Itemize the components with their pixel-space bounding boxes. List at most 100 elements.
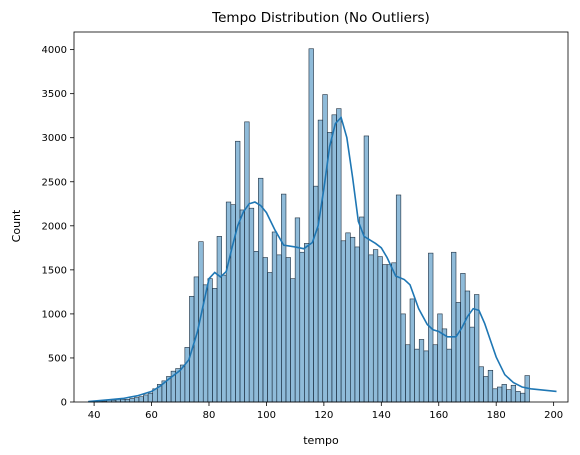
histogram-bar bbox=[483, 376, 489, 403]
histogram-bar bbox=[359, 216, 365, 403]
y-tick-label: 3500 bbox=[42, 89, 67, 100]
histogram-bar bbox=[340, 240, 347, 403]
y-tick-label: 1500 bbox=[42, 265, 67, 276]
histogram-bar bbox=[363, 135, 369, 403]
histogram-bar bbox=[327, 132, 333, 403]
histogram-bar bbox=[349, 236, 356, 403]
histogram-bar bbox=[368, 254, 374, 403]
histogram-bar bbox=[460, 273, 466, 403]
histogram-bar bbox=[400, 313, 406, 403]
y-tick-label: 0 bbox=[61, 398, 67, 409]
x-tick-label: 100 bbox=[257, 410, 276, 421]
histogram-bar bbox=[212, 288, 218, 403]
x-tick-label: 160 bbox=[429, 410, 448, 421]
x-tick-label: 140 bbox=[372, 410, 391, 421]
histogram-bar bbox=[405, 344, 411, 403]
y-tick-label: 1000 bbox=[42, 309, 67, 320]
histogram-bar bbox=[184, 347, 190, 403]
histogram-bars bbox=[88, 48, 530, 403]
histogram-bar bbox=[437, 313, 443, 403]
histogram-bar bbox=[253, 251, 259, 403]
histogram-bar bbox=[432, 344, 438, 403]
histogram-bar bbox=[418, 339, 425, 403]
histogram-bar bbox=[322, 94, 328, 403]
kde-curve bbox=[88, 115, 557, 403]
histogram-bar bbox=[492, 388, 498, 403]
x-tick-label: 60 bbox=[145, 410, 158, 421]
histogram-bar bbox=[455, 302, 461, 403]
histogram-bar bbox=[520, 392, 526, 403]
histogram-bar bbox=[372, 249, 379, 403]
histogram-bar bbox=[501, 384, 507, 403]
histogram-bar bbox=[497, 386, 503, 403]
histogram-bar bbox=[276, 254, 282, 403]
histogram-bar bbox=[409, 298, 415, 403]
x-tick-label: 40 bbox=[88, 410, 101, 421]
histogram-bar bbox=[134, 397, 140, 403]
histogram-bar bbox=[267, 272, 273, 403]
y-tick-label: 2500 bbox=[42, 177, 67, 188]
histogram-bar bbox=[225, 201, 232, 403]
histogram-bar bbox=[207, 278, 213, 403]
y-tick-label: 3000 bbox=[42, 133, 67, 144]
histogram-bar bbox=[510, 384, 517, 403]
histogram-bar bbox=[464, 290, 471, 403]
histogram-bar bbox=[446, 348, 452, 403]
x-axis-ticks: 40 60 80 100 120 140 160 180 200 bbox=[88, 402, 563, 421]
x-axis-label: tempo bbox=[303, 434, 339, 447]
histogram-bar bbox=[299, 251, 305, 403]
y-axis-ticks: 0 500 1000 1500 2000 2500 3000 3500 4000 bbox=[42, 45, 74, 409]
histogram-bar bbox=[216, 236, 222, 403]
histogram-bar bbox=[258, 177, 264, 403]
histogram-bar bbox=[138, 396, 144, 403]
histogram-bar bbox=[235, 140, 241, 403]
histogram-bar bbox=[414, 348, 420, 403]
histogram-bar bbox=[336, 108, 342, 403]
histogram-bar bbox=[395, 194, 402, 403]
histogram-bar bbox=[221, 274, 227, 403]
x-tick-label: 180 bbox=[487, 410, 506, 421]
histogram-bar bbox=[147, 392, 154, 403]
histogram-bar bbox=[451, 251, 457, 403]
histogram-bar bbox=[386, 264, 392, 403]
histogram-bar bbox=[143, 394, 149, 403]
histogram-bar bbox=[285, 257, 291, 403]
histogram-bar bbox=[290, 278, 296, 403]
histogram-bar bbox=[478, 366, 484, 403]
histogram-bar bbox=[515, 391, 521, 403]
chart-title: Tempo Distribution (No Outliers) bbox=[211, 10, 430, 26]
axes bbox=[73, 31, 569, 403]
histogram-bar bbox=[271, 231, 278, 403]
histogram-bar bbox=[382, 264, 388, 403]
y-tick-label: 2000 bbox=[42, 221, 67, 232]
histogram-bar bbox=[317, 119, 324, 403]
histogram-bar bbox=[345, 232, 351, 403]
x-tick-label: 120 bbox=[314, 410, 333, 421]
histogram-bar bbox=[441, 328, 448, 403]
histogram-bar bbox=[294, 217, 301, 403]
histogram-bar bbox=[391, 262, 397, 403]
histogram-bar bbox=[313, 185, 319, 403]
y-tick-label: 4000 bbox=[42, 45, 67, 56]
y-tick-label: 500 bbox=[48, 353, 67, 364]
histogram-bar bbox=[244, 121, 250, 403]
histogram-bar bbox=[304, 243, 310, 403]
histogram-bar bbox=[423, 350, 429, 403]
histogram-bar bbox=[377, 256, 383, 403]
histogram-bar bbox=[129, 398, 135, 403]
histogram-bar bbox=[354, 246, 360, 403]
histogram-bar bbox=[469, 326, 475, 403]
histogram-bar bbox=[506, 389, 512, 403]
x-tick-label: 200 bbox=[544, 410, 563, 421]
y-axis-label: Count bbox=[10, 209, 23, 242]
plot-frame bbox=[73, 31, 569, 403]
histogram-bar bbox=[262, 257, 268, 403]
histogram-bar bbox=[248, 207, 255, 403]
histogram-bar bbox=[308, 48, 314, 403]
histogram-bar bbox=[331, 114, 337, 403]
histogram-bar bbox=[487, 369, 494, 403]
histogram-bar bbox=[239, 209, 245, 403]
x-tick-label: 80 bbox=[203, 410, 216, 421]
